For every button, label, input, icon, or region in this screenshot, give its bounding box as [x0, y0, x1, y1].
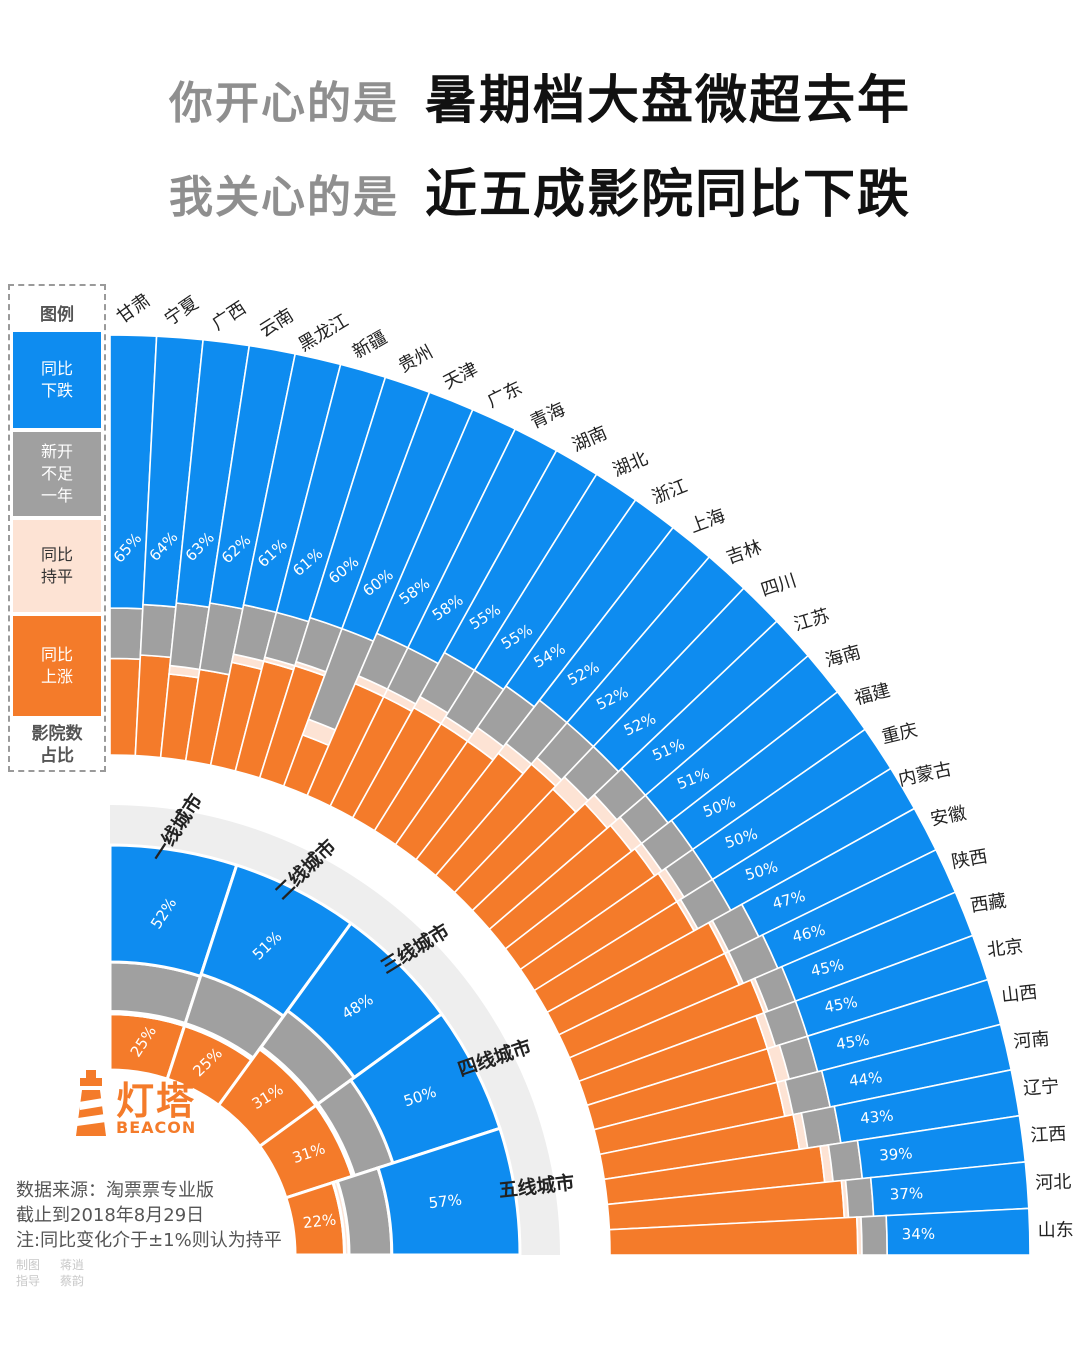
province-chart-category-e5b1b1e8a5bf: 山西 — [1000, 982, 1038, 1007]
province-chart-category-e9878de5ba86: 重庆 — [880, 720, 920, 749]
credit-name-2: 蔡韵 — [60, 1274, 85, 1288]
province-chart-pct-label-26: 44% — [848, 1068, 883, 1090]
province-chart-category-e4ba91e58d97: 云南 — [256, 305, 298, 342]
credit-label-2: 指导 — [16, 1274, 41, 1288]
province-chart-pct-label-29: 37% — [889, 1184, 923, 1203]
province-chart-new-segment-29 — [844, 1176, 875, 1219]
province-chart-pct-label-27: 43% — [859, 1106, 894, 1127]
province-chart-category-e58685e89299e58fa4: 内蒙古 — [896, 759, 953, 791]
title-line-1: 你开心的是 暑期档大盘微超去年 — [0, 58, 1080, 133]
legend-flat: 同比 持平 — [13, 520, 101, 612]
title-2-main: 近五成影院同比下跌 — [424, 165, 911, 225]
province-chart-down-segment-30 — [885, 1207, 1031, 1256]
province-chart-new-segment-0 — [109, 607, 144, 661]
title-1-main: 暑期档大盘微超去年 — [424, 71, 911, 131]
title-1-lead: 你开心的是 — [168, 78, 399, 129]
source-line-3: 注:同比变化介于±1%则认为持平 — [16, 1230, 282, 1251]
province-chart-category-e8b4b5e5b79e: 贵州 — [395, 342, 437, 378]
legend-down: 同比 下跌 — [13, 332, 101, 428]
legend: 图例 同比 下跌 新开 不足 一年 同比 持平 同比 上涨 影院数 占比 — [8, 284, 106, 772]
province-chart-new-segment-1 — [139, 603, 177, 659]
province-chart-pct-label-25: 45% — [835, 1031, 871, 1054]
province-chart-category-e6b599e6b19f: 浙江 — [649, 476, 690, 509]
title-2-lead: 我关心的是 — [168, 172, 399, 223]
tier-chart-up-label-4: 22% — [302, 1211, 337, 1233]
province-chart-new-segment-28 — [827, 1139, 864, 1183]
province-chart-category-e6b19fe88b8f: 江苏 — [791, 605, 832, 636]
province-chart-category-e6b996e58d97: 湖南 — [569, 422, 610, 456]
title-line-2: 我关心的是 近五成影院同比下跌 — [0, 152, 1080, 227]
province-chart-category-e8a5bfe8978f: 西藏 — [969, 891, 1008, 917]
province-chart-category-e6b5b7e58d97: 海南 — [823, 642, 863, 672]
province-chart-category-e5ae89e5bebd: 安徽 — [929, 803, 968, 830]
source-line-2: 截止到2018年8月29日 — [16, 1205, 205, 1226]
province-chart-category-e5ae81e5a48f: 宁夏 — [161, 292, 203, 330]
province-chart-category-e8bebde5ae81: 辽宁 — [1022, 1076, 1059, 1100]
province-chart-category-e4b88ae6b5b7: 上海 — [687, 505, 728, 537]
province-chart-category-e6b2b3e58d97: 河南 — [1013, 1029, 1051, 1053]
province-chart-category-e99995e8a5bf: 陕西 — [950, 846, 989, 873]
tier-chart-pct-label-4: 57% — [428, 1191, 463, 1213]
province-chart-category-e5b1b1e4b89c: 山东 — [1038, 1220, 1074, 1241]
province-chart-category-e6b996e58c97: 湖北 — [610, 448, 651, 481]
province-chart-category-e59b9be5b79d: 四川 — [758, 570, 799, 601]
tier-chart-down-segment-4 — [376, 1126, 522, 1257]
province-chart-new-segment-30 — [860, 1214, 889, 1256]
province-chart-category-e59089e69e97: 吉林 — [724, 537, 765, 569]
province-chart-category-e58c97e4baac: 北京 — [986, 936, 1024, 962]
logo-en: BEACON — [116, 1118, 197, 1137]
province-chart-category-e6b19fe8a5bf: 江西 — [1030, 1124, 1067, 1147]
logo-name: 灯塔 — [116, 1079, 197, 1123]
province-chart-category-e7a68fe5bbba: 福建 — [852, 680, 892, 709]
province-chart-category-e5b9bfe4b89c: 广东 — [484, 378, 526, 413]
province-chart-pct-label-28: 39% — [879, 1144, 914, 1164]
source-line-1: 数据来源：淘票票专业版 — [16, 1180, 214, 1201]
province-chart-category-e99d92e6b5b7: 青海 — [527, 399, 569, 433]
province-chart-category-e79498e88283: 甘肃 — [113, 290, 155, 328]
legend-header: 图例 — [40, 305, 74, 325]
tier-chart-label-ring — [110, 805, 560, 1255]
credit-label-1: 制图 — [16, 1258, 41, 1272]
province-chart-category-e5a4a9e6b4a5: 天津 — [440, 358, 482, 393]
province-chart: 65%甘肃64%宁夏63%广西62%云南61%黑龙江61%新疆60%贵州60%天… — [109, 290, 1074, 1256]
province-chart-category-e9bb91e9be99e6b19f: 黑龙江 — [295, 310, 352, 356]
credit-name-1: 蒋逍 — [60, 1258, 85, 1272]
beacon-logo-icon — [76, 1070, 106, 1136]
province-chart-category-e5b9bfe8a5bf: 广西 — [208, 298, 250, 335]
tier-chart: 52%25%一线城市51%25%二线城市48%31%三线城市50%31%四线城市… — [108, 790, 576, 1257]
legend-new: 新开 不足 一年 — [13, 432, 101, 516]
legend-up: 同比 上涨 — [13, 616, 101, 716]
province-chart-category-e696b0e79686: 新疆 — [349, 327, 391, 363]
province-chart-pct-label-24: 45% — [823, 993, 859, 1017]
legend-footer: 影院数 占比 — [31, 724, 83, 766]
province-chart-pct-label-30: 34% — [902, 1225, 936, 1243]
province-chart-category-e6b2b3e58c97: 河北 — [1035, 1172, 1072, 1194]
